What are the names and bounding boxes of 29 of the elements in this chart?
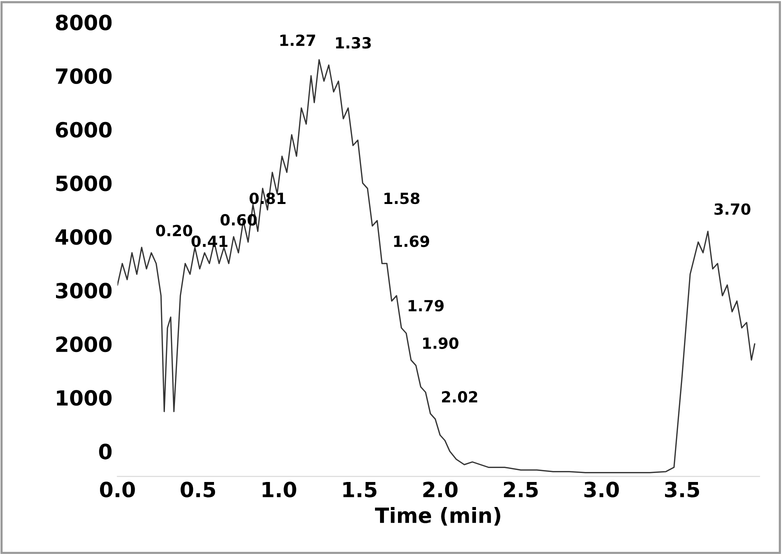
annotation: 1.58 [384, 192, 420, 204]
annotation: 1.33 [336, 37, 371, 49]
y-tick-label: 5000 [56, 176, 112, 192]
x-axis-title: Time (min) [374, 507, 500, 526]
line-series [117, 59, 756, 474]
annotation: 1.90 [423, 337, 458, 349]
annotation: 2.02 [442, 391, 478, 403]
annotation: 1.79 [408, 300, 444, 312]
annotation: 3.70 [714, 203, 750, 215]
annotation: 0.41 [191, 236, 228, 248]
annotation: 0.20 [156, 224, 192, 236]
annotation: 1.27 [280, 34, 316, 46]
x-tick-label: 0.0 [100, 482, 135, 498]
x-tick-label: 3.5 [665, 482, 700, 498]
x-tick-label: 0.5 [180, 482, 216, 498]
x-tick-label: 1.0 [262, 482, 296, 498]
x-tick-label: 3.0 [584, 482, 619, 498]
y-tick-label: 6000 [56, 122, 112, 138]
y-tick-label: 8000 [56, 14, 112, 30]
x-tick-label: 1.5 [343, 482, 376, 498]
y-tick-label: 7000 [56, 68, 112, 84]
y-tick-label: 1000 [56, 390, 112, 406]
y-tick-label: 0 [99, 444, 112, 460]
y-tick-label: 4000 [56, 229, 112, 245]
x-tick-label: 2.5 [504, 482, 538, 498]
annotation: 1.69 [394, 236, 430, 248]
y-tick-label: 2000 [56, 336, 112, 352]
x-tick-label: 2.0 [423, 482, 458, 498]
y-tick-label: 3000 [56, 282, 112, 299]
